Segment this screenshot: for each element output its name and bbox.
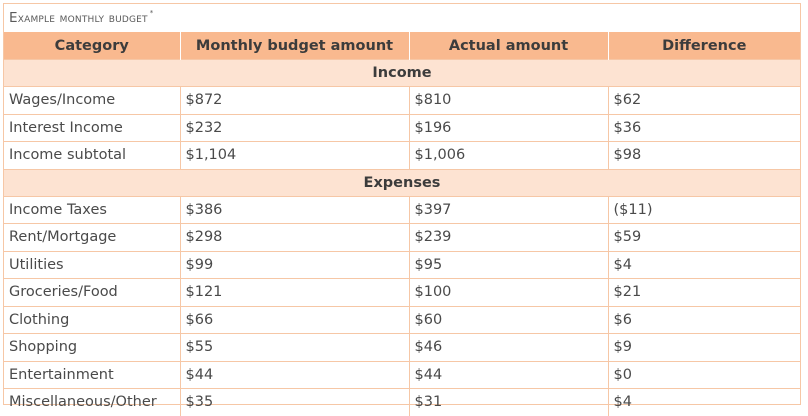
budget-cell: $298 [179, 223, 409, 252]
category-cell: Income Taxes [4, 196, 180, 224]
budget-cell: $232 [179, 114, 409, 142]
table-row: Wages/Income $872 $810 $62 [4, 86, 800, 115]
caption-text: Example monthly budget [9, 10, 148, 26]
category-cell: Income subtotal [4, 141, 180, 170]
header-budget-amount: Monthly budget amount [179, 32, 409, 60]
caption-footnote-marker: * [149, 9, 154, 17]
budget-cell: $99 [179, 251, 409, 279]
table-row: Entertainment $44 $44 $0 [4, 361, 800, 389]
actual-cell: $100 [408, 278, 608, 307]
difference-cell: $0 [607, 361, 800, 389]
budget-cell: $121 [179, 278, 409, 307]
category-cell: Interest Income [4, 114, 180, 142]
budget-cell: $872 [179, 86, 409, 115]
header-category: Category [4, 32, 180, 60]
budget-table: Category Monthly budget amount Actual am… [4, 32, 800, 416]
budget-cell: $35 [179, 388, 409, 416]
actual-cell: $239 [408, 223, 608, 252]
category-cell: Rent/Mortgage [4, 223, 180, 252]
table-row: Income Taxes $386 $397 ($11) [4, 196, 800, 224]
header-difference: Difference [607, 32, 800, 60]
section-title: Income [4, 59, 800, 87]
budget-cell: $386 [179, 196, 409, 224]
actual-cell: $397 [408, 196, 608, 224]
difference-cell: $59 [607, 223, 800, 252]
table-row: Utilities $99 $95 $4 [4, 251, 800, 279]
budget-cell: $55 [179, 333, 409, 362]
table-row: Clothing $66 $60 $6 [4, 306, 800, 334]
category-cell: Utilities [4, 251, 180, 279]
section-title: Expenses [4, 168, 800, 197]
difference-cell: $21 [607, 278, 800, 307]
difference-cell: $62 [607, 86, 800, 115]
category-cell: Groceries/Food [4, 278, 180, 307]
section-row-income: Income [4, 59, 800, 87]
section-row-expenses: Expenses [4, 168, 800, 197]
budget-cell: $66 [179, 306, 409, 334]
actual-cell: $196 [408, 114, 608, 142]
actual-cell: $46 [408, 333, 608, 362]
difference-cell: $4 [607, 251, 800, 279]
actual-cell: $60 [408, 306, 608, 334]
budget-cell: $44 [179, 361, 409, 389]
table-row: Interest Income $232 $196 $36 [4, 114, 800, 142]
actual-cell: $1,006 [408, 141, 608, 170]
difference-cell: $6 [607, 306, 800, 334]
table-row: Shopping $55 $46 $9 [4, 333, 800, 362]
table-row: Groceries/Food $121 $100 $21 [4, 278, 800, 307]
difference-cell: $98 [607, 141, 800, 170]
actual-cell: $95 [408, 251, 608, 279]
difference-cell: $4 [607, 388, 800, 416]
category-cell: Clothing [4, 306, 180, 334]
actual-cell: $31 [408, 388, 608, 416]
table-caption: Example monthly budget * [9, 9, 153, 26]
category-cell: Wages/Income [4, 86, 180, 115]
actual-cell: $810 [408, 86, 608, 115]
actual-cell: $44 [408, 361, 608, 389]
difference-cell: $36 [607, 114, 800, 142]
budget-cell: $1,104 [179, 141, 409, 170]
difference-cell: ($11) [607, 196, 800, 224]
difference-cell: $9 [607, 333, 800, 362]
category-cell: Miscellaneous/Other [9, 394, 157, 411]
header-row: Category Monthly budget amount Actual am… [4, 32, 800, 60]
table-row: Miscellaneous/Other $35 $31 $4 [4, 388, 800, 416]
header-actual-amount: Actual amount [408, 32, 608, 60]
table-row: Income subtotal $1,104 $1,006 $98 [4, 141, 800, 170]
category-cell: Entertainment [4, 361, 180, 389]
table-row: Rent/Mortgage $298 $239 $59 [4, 223, 800, 252]
category-cell: Shopping [4, 333, 180, 362]
